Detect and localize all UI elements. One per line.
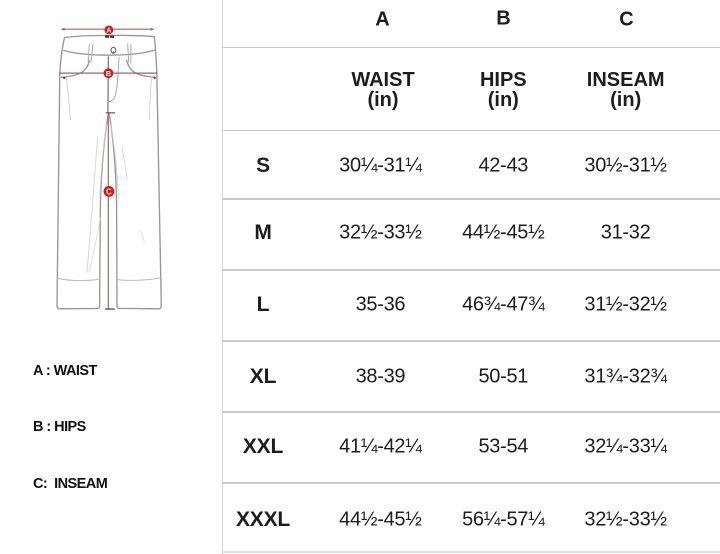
- svg-text:C: C: [106, 187, 112, 196]
- svg-text:B: B: [106, 69, 112, 78]
- svg-text:A: A: [106, 27, 111, 34]
